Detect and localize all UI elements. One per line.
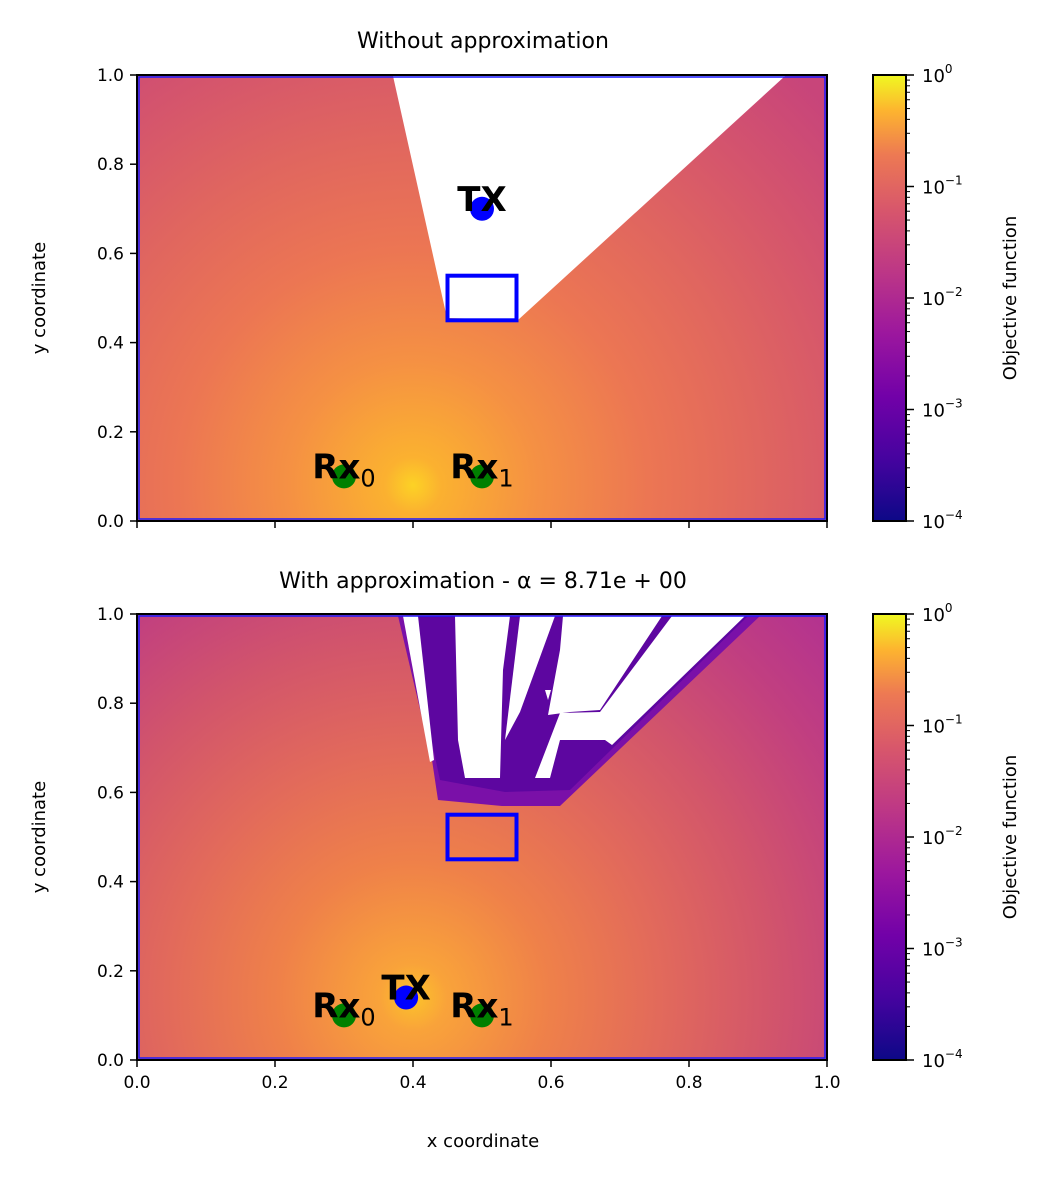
x-tick-label: 0.6 bbox=[537, 1073, 564, 1093]
colorbar-tick-label: 10−4 bbox=[922, 508, 963, 533]
y-tick-label: 0.0 bbox=[97, 512, 124, 532]
y-axis-label: y coordinate bbox=[29, 781, 50, 893]
chart-title: Without approximation bbox=[357, 29, 609, 54]
y-tick-label: 0.8 bbox=[97, 694, 124, 714]
marker-label: TX bbox=[457, 180, 506, 220]
colorbar-gradient bbox=[872, 74, 907, 522]
rx-marker bbox=[470, 1003, 494, 1028]
shadow-wedge bbox=[403, 616, 434, 762]
plot-frame bbox=[136, 74, 828, 522]
rx-marker bbox=[332, 464, 356, 489]
colorbar-tick-label: 10−1 bbox=[922, 174, 963, 199]
colorbar-tick-label: 10−2 bbox=[922, 824, 963, 849]
y-tick-label: 0.0 bbox=[97, 1051, 124, 1071]
chart-title: With approximation - α = 8.71e + 00 bbox=[279, 569, 687, 594]
boundary-outline bbox=[138, 76, 826, 520]
y-tick-label: 1.0 bbox=[97, 605, 124, 625]
axes: 0.00.0 0.2 0.2 0.4 0.4 0.6 0.6 0.8 0.8 1.0 1.0 bbox=[97, 605, 841, 1093]
colorbar-tick-label: 10−4 bbox=[922, 1047, 963, 1072]
colorbar-label: Objective function bbox=[1000, 216, 1021, 381]
obstacle-rect bbox=[445, 273, 519, 323]
x-tick-label: 0.0 bbox=[123, 1073, 150, 1093]
y-tick-label: 0.8 bbox=[97, 155, 124, 175]
tx-marker bbox=[470, 196, 494, 221]
bottom-panel: With approximation - α = 8.71e + 00 0.00… bbox=[29, 569, 1021, 1152]
plot-frame bbox=[136, 613, 828, 1061]
colorbar-tick-label: 10−2 bbox=[922, 285, 963, 310]
top-panel: Without approximation 0.0 0.2 0.4 0.6 0.8 1.0… bbox=[29, 29, 1021, 533]
shadow-wedge bbox=[545, 690, 551, 700]
y-tick-label: 1.0 bbox=[97, 66, 124, 86]
y-tick-label: 0.2 bbox=[97, 423, 124, 443]
x-tick-label: 0.4 bbox=[399, 1073, 426, 1093]
colorbar: 100 10−1 10−2 10−3 10−4 Objective function bbox=[872, 601, 1021, 1072]
colorbar-tick-label: 100 bbox=[922, 601, 953, 626]
tx-marker bbox=[394, 985, 419, 1010]
y-tick-label: 0.6 bbox=[97, 783, 124, 803]
axes: 0.0 0.2 0.4 0.6 0.8 1.0 bbox=[97, 66, 828, 532]
y-tick-label: 0.4 bbox=[97, 873, 124, 893]
y-tick-label: 0.6 bbox=[97, 244, 124, 264]
y-axis-label: y coordinate bbox=[29, 242, 50, 354]
boundary-outline bbox=[138, 615, 826, 1059]
shadow-wedge bbox=[455, 616, 510, 778]
x-axis-label: x coordinate bbox=[427, 1131, 539, 1152]
shadow-region bbox=[393, 76, 785, 320]
shadow-wedge bbox=[505, 616, 555, 740]
x-tick-label: 1.0 bbox=[813, 1073, 840, 1093]
shadow-wedge bbox=[393, 76, 785, 320]
colorbar-tick-label: 10−3 bbox=[922, 397, 963, 422]
colorbar-tick-label: 100 bbox=[922, 62, 953, 87]
colorbar-gradient bbox=[872, 613, 907, 1061]
marker-label: TX bbox=[381, 969, 430, 1009]
obstacle-rect bbox=[445, 812, 519, 862]
shadow-wedge bbox=[548, 616, 662, 715]
colorbar-label: Objective function bbox=[1000, 755, 1021, 920]
rx-marker bbox=[332, 1003, 356, 1028]
y-tick-label: 0.4 bbox=[97, 334, 124, 354]
colorbar-tick-label: 10−1 bbox=[922, 713, 963, 738]
y-tick-label: 0.2 bbox=[97, 962, 124, 982]
colorbar-tick-label: 10−3 bbox=[922, 936, 963, 961]
obstacle bbox=[445, 812, 519, 862]
shadow-region bbox=[398, 616, 760, 806]
obstacle bbox=[445, 273, 519, 323]
rx-marker bbox=[470, 464, 494, 489]
shadow-wedge bbox=[535, 616, 745, 778]
x-tick-label: 0.8 bbox=[675, 1073, 702, 1093]
x-tick-label: 0.2 bbox=[261, 1073, 288, 1093]
colorbar: 100 10−1 10−2 10−3 10−4 Objective function bbox=[872, 62, 1021, 533]
